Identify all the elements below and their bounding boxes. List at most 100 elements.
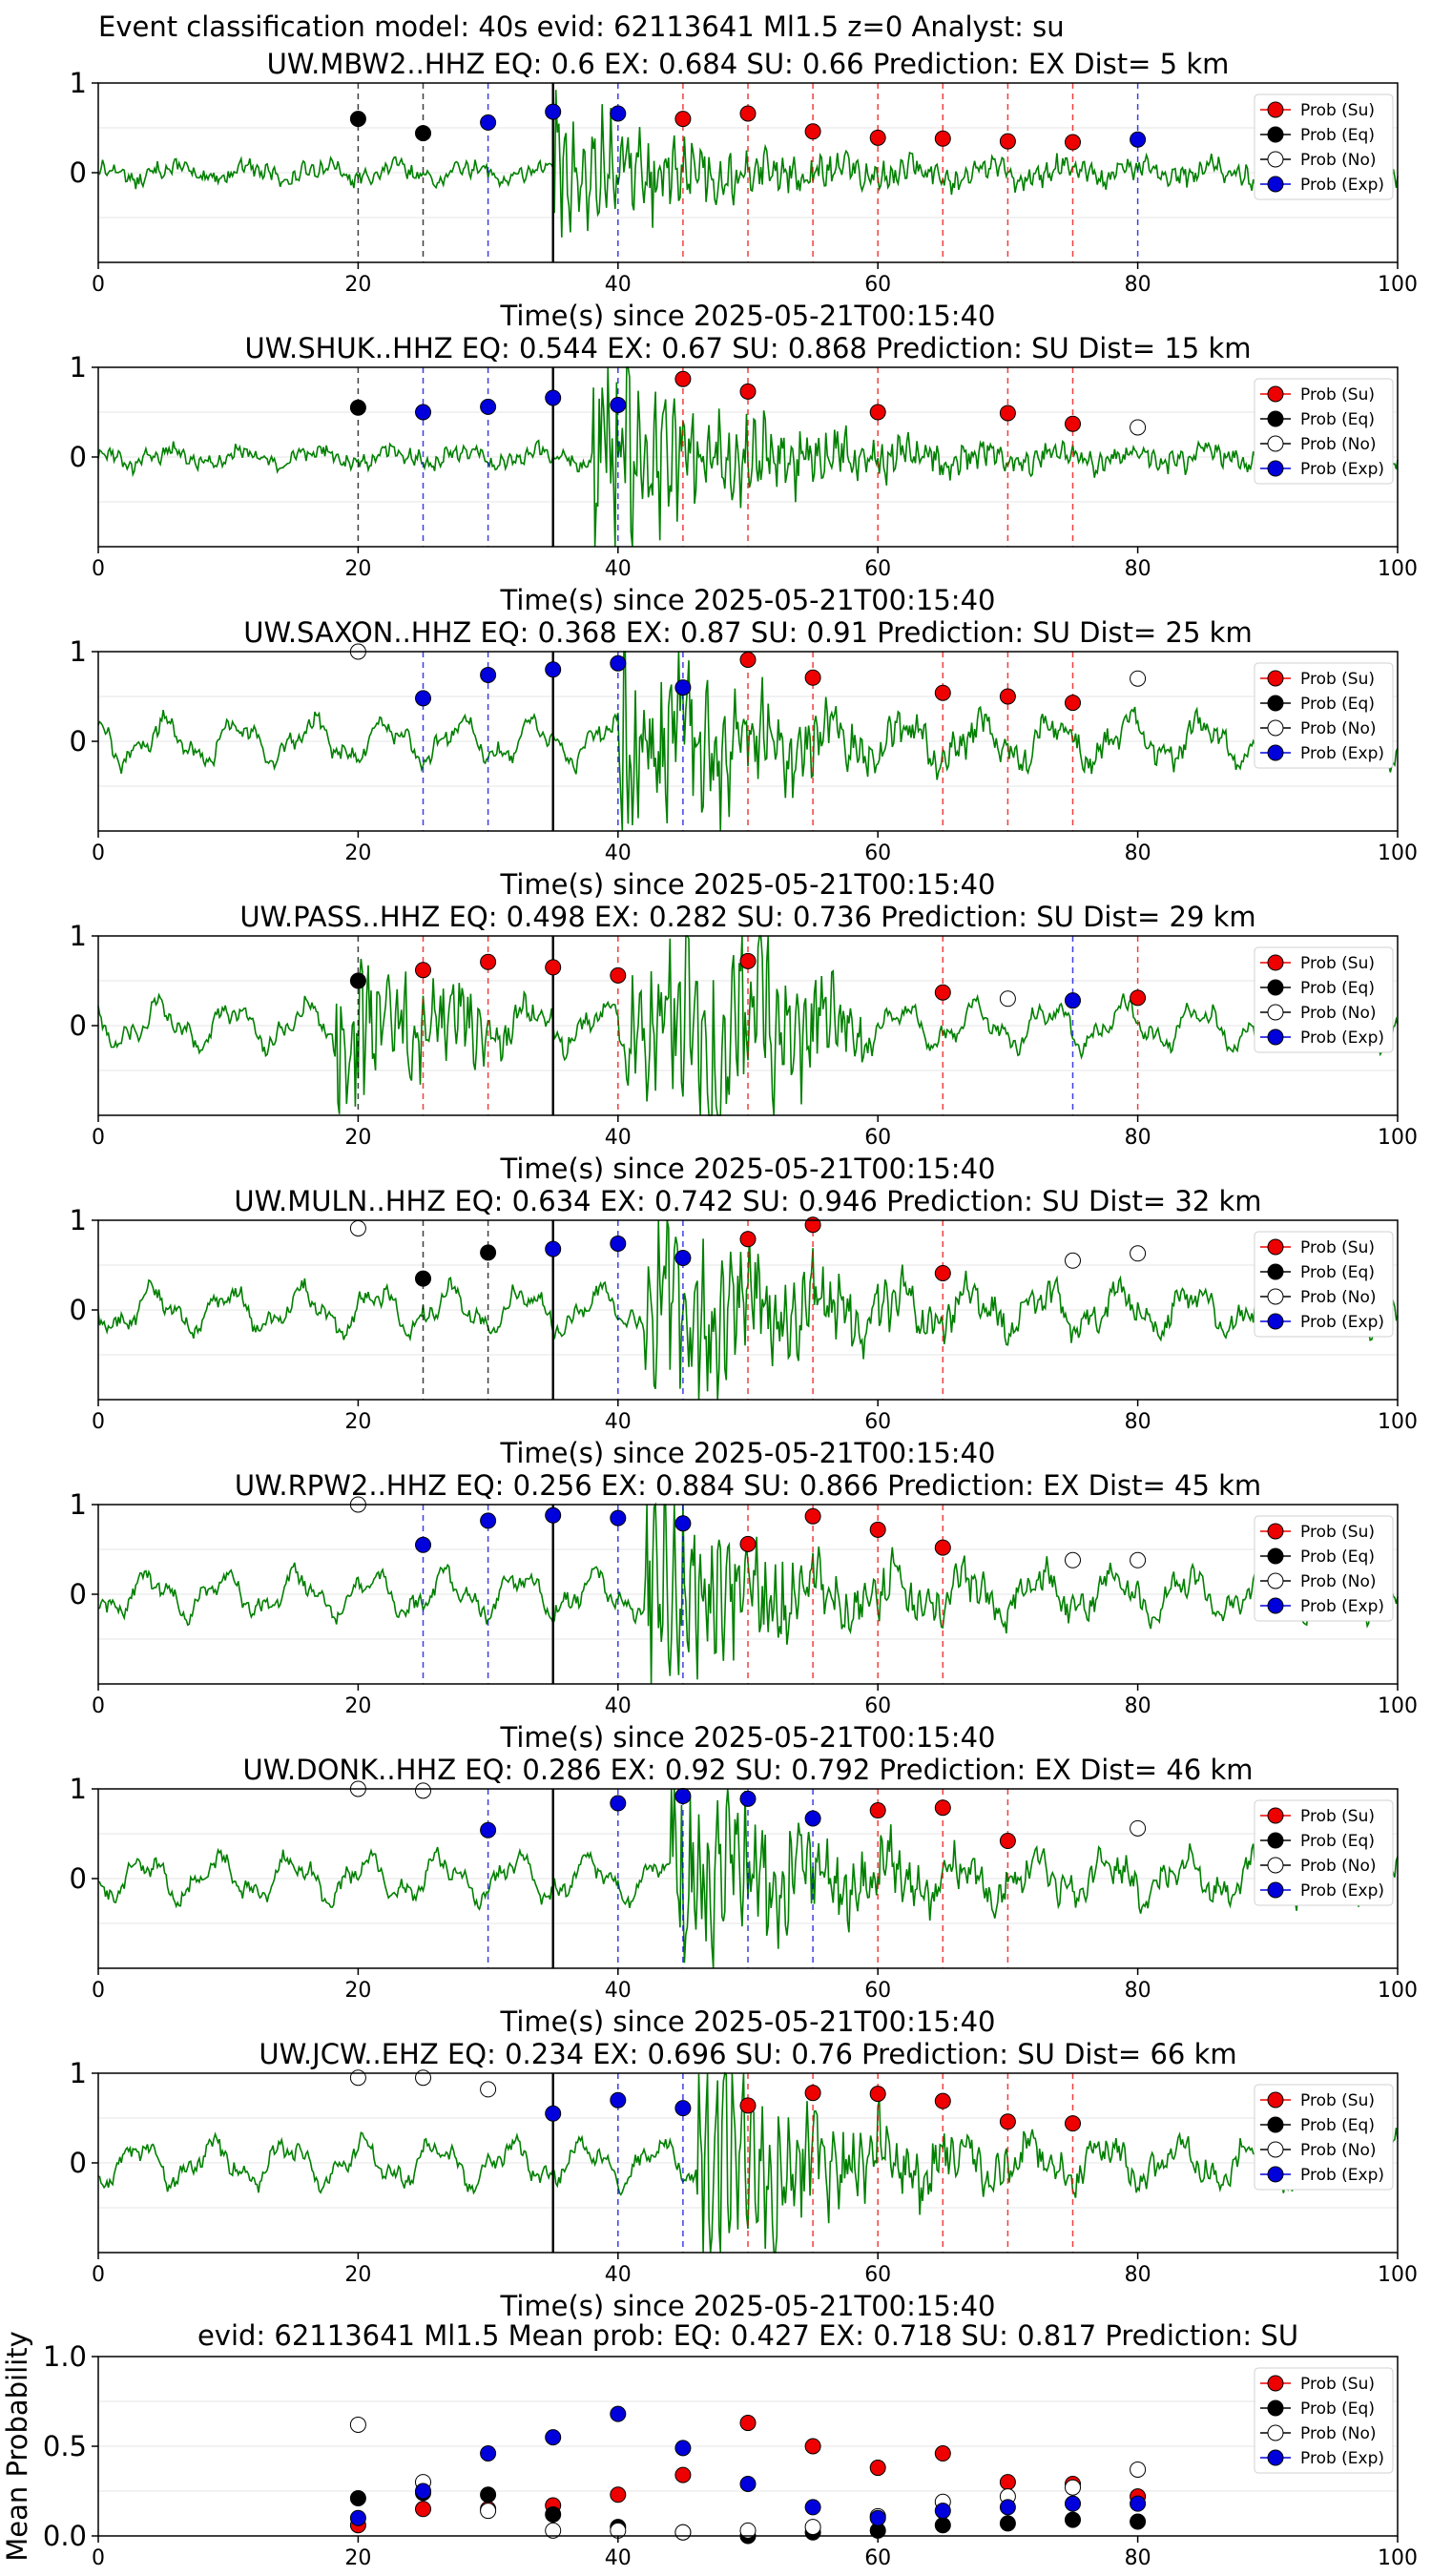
prob-marker-exp [545,389,562,406]
legend-label-su: Prob (Su) [1300,670,1375,689]
legend-label-su: Prob (Su) [1300,1807,1375,1826]
x-axis-label: Time(s) since 2025-05-21T00:15:40 [500,1721,996,1754]
x-tick-label: 80 [1125,2546,1151,2570]
x-tick-label: 80 [1125,1979,1151,2003]
prob-marker-no [999,990,1016,1008]
prob-marker-exp [545,2105,562,2122]
legend-marker-su [1267,1238,1284,1256]
legend-label-no: Prob (No) [1300,2424,1377,2443]
legend-label-eq: Prob (Eq) [1300,695,1375,714]
y-tick-label: 1 [70,1488,87,1521]
panel-title: UW.SAXON..HHZ EQ: 0.368 EX: 0.87 SU: 0.9… [243,616,1252,649]
legend-marker-eq [1267,979,1284,996]
station-panel: UW.JCW..EHZ EQ: 0.234 EX: 0.696 SU: 0.76… [70,2038,1418,2322]
x-axis-label: Time(s) since 2025-05-21T00:15:40 [500,584,996,616]
x-tick-label: 100 [1378,1410,1418,1434]
x-tick-label: 20 [344,841,371,865]
mean-prob-marker-no [545,2522,562,2539]
prob-marker-exp [1065,992,1081,1009]
legend-marker-exp [1267,176,1284,193]
x-tick-label: 80 [1125,273,1151,297]
prob-marker-no [349,2069,366,2087]
y-tick-label: 1 [70,351,87,384]
legend-label-su: Prob (Su) [1300,1523,1375,1542]
legend-label-su: Prob (Su) [1300,2091,1375,2110]
x-axis-label: Time(s) since 2025-05-21T00:15:40 [500,2005,996,2038]
mean-prob-marker-eq [480,2486,497,2503]
prob-marker-su [739,383,757,400]
prob-marker-su [1065,2115,1081,2132]
prob-marker-exp [610,105,627,122]
legend-label-eq: Prob (Eq) [1300,2399,1375,2419]
prob-marker-no [415,1782,431,1799]
prob-marker-su [869,2086,886,2103]
legend-box [1254,2367,1394,2474]
mean-prob-marker-no [674,2524,692,2541]
prob-marker-eq [480,1244,497,1261]
x-axis-label: Time(s) since 2025-05-21T00:15:40 [500,1437,996,1469]
prob-marker-su [804,123,821,140]
legend-label-exp: Prob (Exp) [1300,176,1384,195]
mean-prob-marker-eq [999,2515,1016,2532]
x-tick-label: 40 [605,2546,632,2570]
prob-marker-su [869,1802,886,1819]
mean-probability-panel: evid: 62113641 Ml1.5 Mean prob: EQ: 0.42… [1,2319,1418,2570]
legend-marker-no [1267,435,1284,452]
prob-marker-no [349,1219,366,1236]
prob-marker-exp [545,1506,562,1524]
x-tick-label: 40 [605,841,632,865]
legend-marker-no [1267,1572,1284,1589]
prob-marker-su [739,1231,757,1248]
prob-marker-exp [674,2100,692,2117]
x-axis-label: Time(s) since 2025-05-21T00:15:40 [500,868,996,901]
legend-marker-exp [1267,2166,1284,2183]
x-tick-label: 60 [864,1126,891,1150]
mean-prob-marker-exp [415,2483,431,2500]
prob-marker-su [869,1521,886,1538]
legend-marker-eq [1267,1263,1284,1280]
x-tick-label: 40 [605,557,632,581]
mean-prob-marker-su [869,2460,886,2477]
y-tick-label: 0 [70,1294,87,1326]
station-panel: UW.RPW2..HHZ EQ: 0.256 EX: 0.884 SU: 0.8… [70,1469,1418,1754]
prob-marker-su [804,2085,821,2102]
prob-marker-eq [349,399,366,416]
legend-label-eq: Prob (Eq) [1300,979,1375,998]
station-panel: UW.PASS..HHZ EQ: 0.498 EX: 0.282 SU: 0.7… [70,901,1418,1185]
x-tick-label: 80 [1125,557,1151,581]
legend-label-exp: Prob (Exp) [1300,1597,1384,1616]
prob-marker-exp [415,1536,431,1553]
x-tick-label: 100 [1378,2546,1418,2570]
legend-box [1254,378,1394,485]
legend-box [1254,946,1394,1053]
prob-marker-su [674,111,692,128]
mean-prob-marker-no [1130,2461,1147,2478]
legend-marker-eq [1267,2116,1284,2133]
legend-label-no: Prob (No) [1300,2141,1377,2160]
prob-marker-exp [545,661,562,678]
legend-label-eq: Prob (Eq) [1300,1548,1375,1567]
prob-marker-exp [415,690,431,707]
x-tick-label: 100 [1378,273,1418,297]
prob-marker-su [934,1264,951,1281]
x-tick-label: 40 [605,2263,632,2287]
legend-marker-exp [1267,744,1284,761]
legend-label-no: Prob (No) [1300,435,1377,454]
x-tick-label: 60 [864,2263,891,2287]
mean-prob-marker-exp [545,2429,562,2446]
x-tick-label: 0 [92,2263,105,2287]
prob-marker-exp [545,1240,562,1257]
legend-label-exp: Prob (Exp) [1300,1313,1384,1332]
x-tick-label: 80 [1125,1126,1151,1150]
prob-marker-exp [739,1790,757,1807]
panel-title: UW.MBW2..HHZ EQ: 0.6 EX: 0.684 SU: 0.66 … [267,48,1230,80]
legend-label-no: Prob (No) [1300,1288,1377,1307]
legend-marker-exp [1267,2449,1284,2466]
legend-box [1254,662,1394,769]
y-tick-label: 1 [70,1204,87,1236]
mean-prob-marker-exp [1130,2495,1147,2512]
prob-marker-exp [480,398,497,415]
mean-prob-marker-no [804,2519,821,2536]
x-tick-label: 20 [344,557,371,581]
mean-prob-marker-su [415,2501,431,2518]
